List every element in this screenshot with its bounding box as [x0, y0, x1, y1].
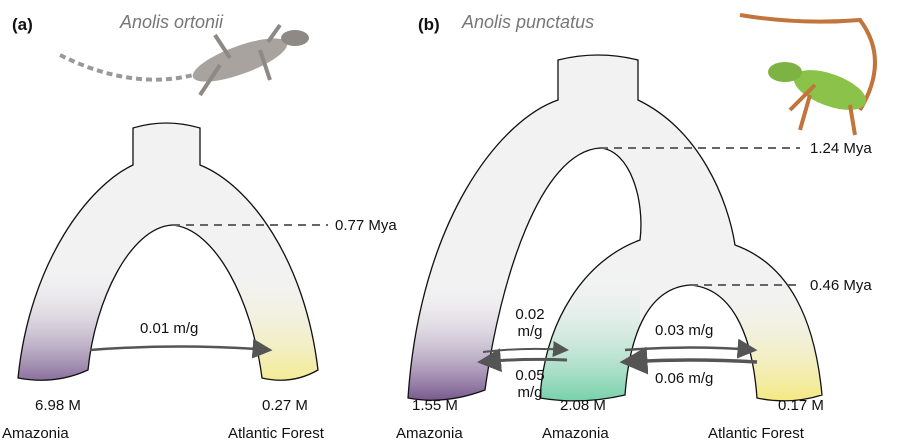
lizard-punctatus [740, 15, 875, 135]
region: Atlantic Forest [228, 425, 324, 442]
population-size: 1.55 M [412, 397, 458, 414]
panel-label: (b) [418, 16, 440, 33]
divergence-time: 1.24 Mya [810, 140, 872, 157]
panel-label: (a) [12, 16, 33, 33]
species-name: Anolis ortonii [120, 14, 223, 31]
tree-a [0, 100, 340, 400]
migration-rate: 0.06 m/g [655, 370, 713, 387]
migration-rate: 0.02 m/g [512, 306, 548, 340]
region: Amazonia [396, 425, 463, 442]
population-size: 0.27 M [262, 397, 308, 414]
diagram [0, 0, 899, 443]
tree-b [400, 40, 830, 410]
region: Amazonia [2, 425, 69, 442]
region: Amazonia [542, 425, 609, 442]
divergence-time: 0.46 Mya [810, 277, 872, 294]
migration-rate: 0.03 m/g [655, 322, 713, 339]
lizard-ortonii [60, 25, 309, 95]
population-size: 0.17 M [778, 397, 824, 414]
divergence-time: 0.77 Mya [335, 217, 397, 234]
population-size: 2.08 M [560, 397, 606, 414]
population-size: 6.98 M [35, 397, 81, 414]
figure: (a) Anolis ortonii 0.77 Mya 0.01 m/g 6.9… [0, 0, 899, 443]
species-name: Anolis punctatus [462, 14, 594, 31]
migration-rate: 0.01 m/g [140, 320, 198, 337]
migration-rate: 0.05 m/g [512, 367, 548, 401]
region: Atlantic Forest [708, 425, 804, 442]
